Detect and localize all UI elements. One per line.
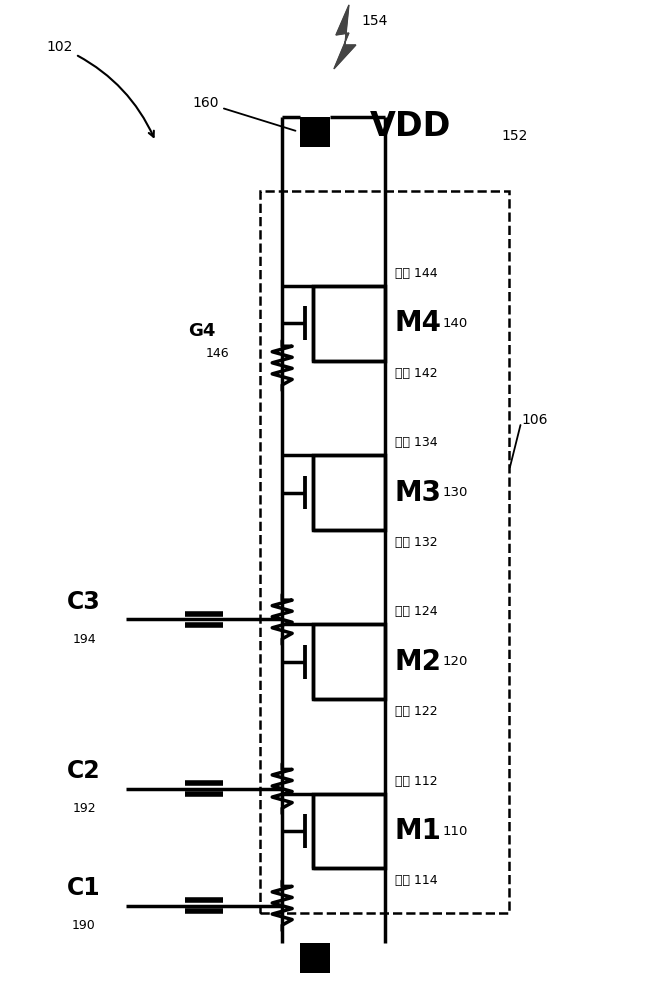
Text: G4: G4 (189, 322, 216, 340)
Bar (313, 624, 385, 699)
Text: 源极 114: 源极 114 (395, 874, 437, 887)
Text: 漏极 112: 漏极 112 (395, 775, 437, 788)
Text: 160: 160 (192, 96, 295, 131)
Text: 102: 102 (46, 40, 154, 137)
Text: 154: 154 (362, 14, 388, 28)
Text: C2: C2 (67, 759, 101, 783)
Bar (313, 286, 385, 361)
Text: 146: 146 (205, 347, 229, 360)
Bar (260, 191, 509, 913)
Text: 源极 142: 源极 142 (395, 367, 437, 380)
Text: 190: 190 (72, 919, 96, 932)
Text: M2: M2 (395, 648, 442, 676)
Text: 106: 106 (521, 413, 548, 427)
Text: M4: M4 (395, 309, 442, 337)
Text: 漏极 124: 漏极 124 (395, 605, 437, 618)
Text: 漏极 144: 漏极 144 (395, 267, 437, 280)
Bar (313, 455, 385, 530)
Text: 源极 132: 源极 132 (395, 536, 437, 549)
Bar (300, 117, 330, 147)
Text: 152: 152 (502, 129, 527, 143)
Text: C3: C3 (67, 590, 101, 614)
Polygon shape (334, 5, 356, 69)
Text: VDD: VDD (370, 110, 451, 143)
Text: 漏极 134: 漏极 134 (395, 436, 437, 449)
Text: 140: 140 (443, 317, 468, 330)
Text: 192: 192 (72, 802, 96, 815)
Text: 120: 120 (443, 655, 468, 668)
Bar (313, 794, 385, 868)
Text: 110: 110 (443, 825, 468, 838)
Text: M3: M3 (395, 479, 442, 507)
Text: 源极 122: 源极 122 (395, 705, 437, 718)
Text: C1: C1 (67, 876, 101, 900)
Text: M1: M1 (395, 817, 441, 845)
Text: 194: 194 (72, 633, 96, 646)
Bar (300, 943, 330, 973)
Text: 130: 130 (443, 486, 468, 499)
